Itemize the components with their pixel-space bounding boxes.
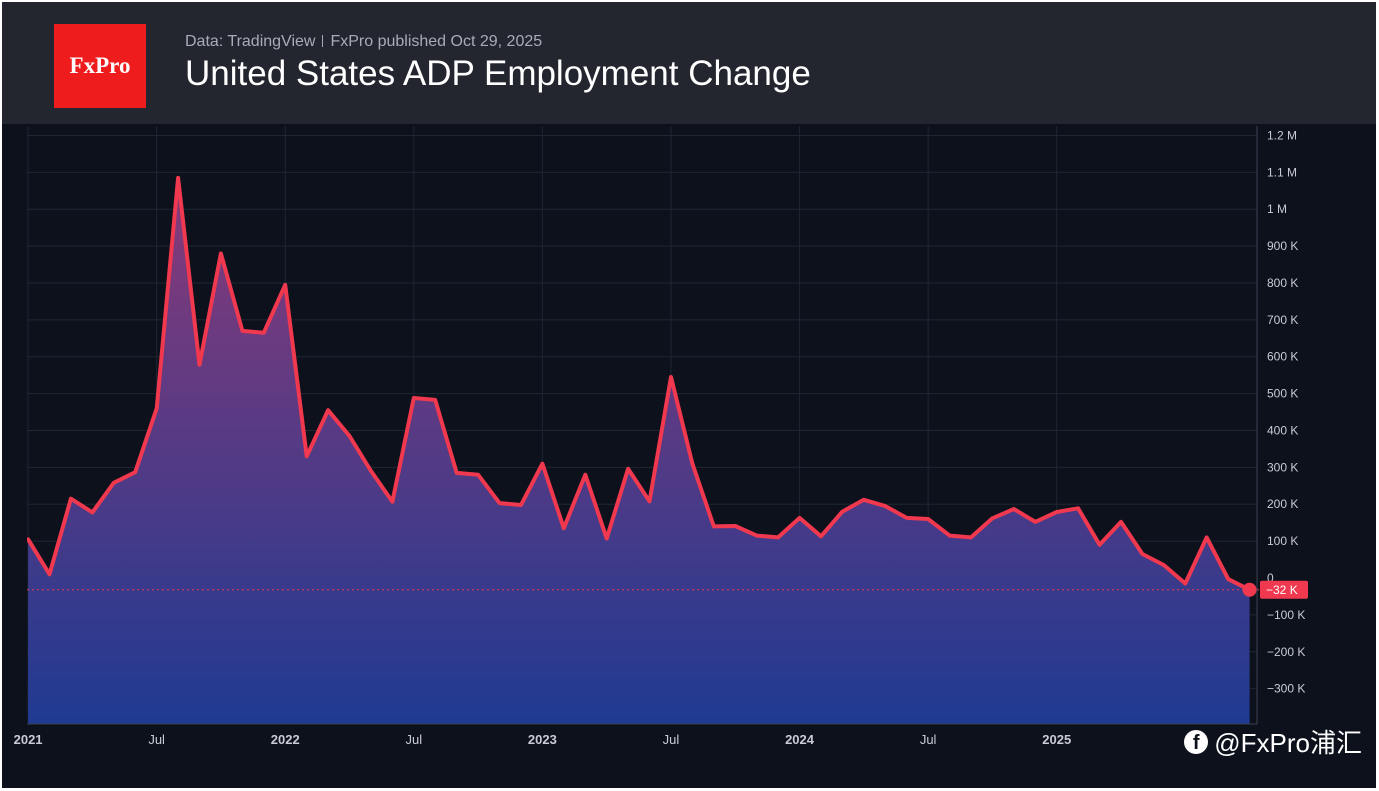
- y-tick-label: 300 K: [1267, 460, 1298, 474]
- y-tick-label: −100 K: [1267, 608, 1305, 622]
- x-tick-label: 2025: [1042, 732, 1071, 747]
- watermark-text: @FxPro浦汇: [1214, 728, 1362, 758]
- series-line: [27, 175, 1252, 592]
- x-tick-label: Jul: [405, 732, 422, 747]
- last-value-dot: [1242, 582, 1257, 597]
- chart-title: United States ADP Employment Change: [185, 54, 811, 93]
- data-source: Data: TradingView: [185, 33, 316, 50]
- y-tick-label: 0: [1267, 571, 1274, 585]
- y-tick-label: −300 K: [1267, 682, 1305, 696]
- x-tick-label: Jul: [148, 732, 165, 747]
- x-tick-label: 2022: [271, 732, 300, 747]
- x-axis: 2021 Jul 2022 Jul 2023 Jul 2024 Jul 2025: [14, 732, 1072, 747]
- watermark: f @FxPro浦汇: [1184, 723, 1362, 760]
- x-tick-label: Jul: [920, 732, 937, 747]
- y-tick-label: 200 K: [1267, 497, 1298, 511]
- y-tick-label: 700 K: [1267, 313, 1298, 327]
- y-tick-label: 100 K: [1267, 534, 1298, 548]
- x-tick-label: 2024: [785, 732, 815, 747]
- separator: [322, 35, 324, 47]
- last-value-badge-bg: [1260, 580, 1308, 599]
- last-value-label: −32 K: [1266, 583, 1298, 597]
- x-tick-label: 2023: [528, 732, 557, 747]
- y-tick-label: 1.1 M: [1267, 165, 1297, 179]
- area-fill: [28, 177, 1250, 724]
- y-axis: 1.2 M 1.1 M 1 M 900 K 800 K 700 K 600 K 500 K 40…: [1267, 128, 1305, 695]
- last-value-badge: −32 K: [1260, 580, 1308, 599]
- y-tick-label: 1 M: [1267, 202, 1287, 216]
- y-tick-label: 400 K: [1267, 423, 1298, 437]
- y-tick-label: 800 K: [1267, 276, 1298, 290]
- x-tick-label: 2021: [14, 732, 43, 747]
- facebook-icon: f: [1184, 729, 1209, 754]
- y-tick-label: 1.2 M: [1267, 128, 1297, 142]
- y-tick-label: 900 K: [1267, 239, 1298, 253]
- x-tick-label: Jul: [663, 732, 680, 747]
- y-tick-label: 600 K: [1267, 350, 1298, 364]
- header-bar: FxPro Data: TradingView FxPro published O…: [2, 2, 1376, 124]
- fxpro-logo: FxPro: [54, 24, 146, 108]
- subtitle: Data: TradingView FxPro published Oct 29,…: [185, 33, 542, 51]
- y-tick-label: 500 K: [1267, 387, 1298, 401]
- y-tick-label: −200 K: [1267, 645, 1305, 659]
- published-date: FxPro published Oct 29, 2025: [330, 33, 543, 50]
